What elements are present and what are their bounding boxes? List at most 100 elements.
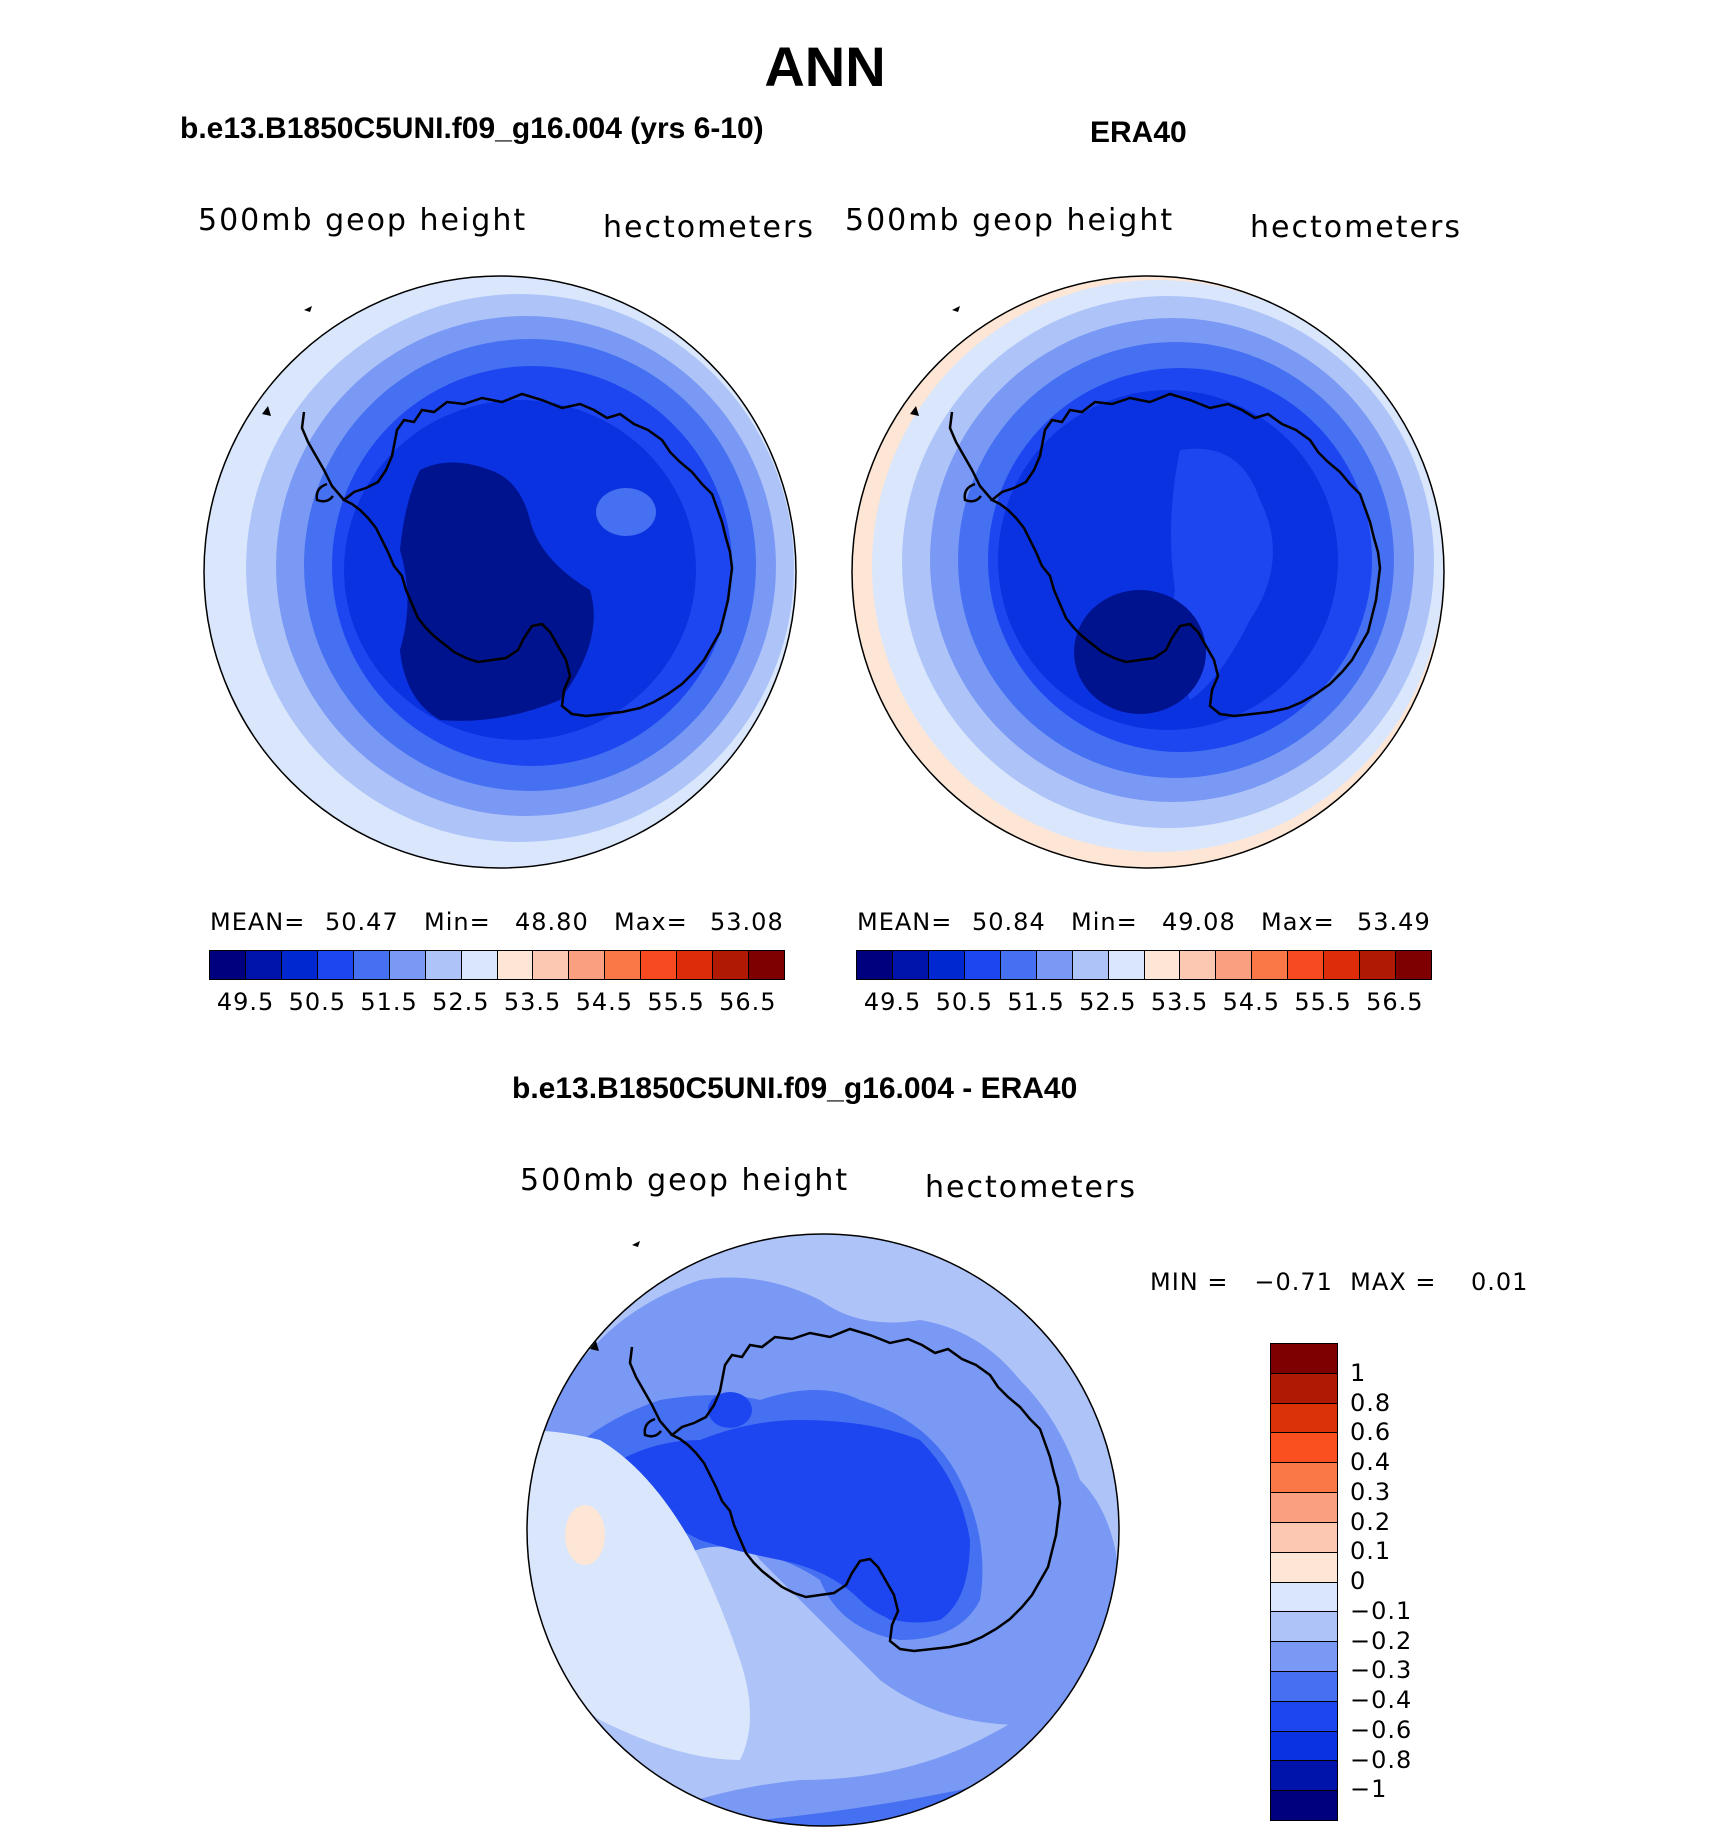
colorbar-swatch [641,951,678,979]
left-units-label: hectometers [603,210,815,245]
colorbar-swatch [605,951,642,979]
colorbar-swatch [1271,1701,1337,1732]
colorbar-swatch [317,951,354,979]
colorbar-tick-label: 55.5 [1294,988,1352,1016]
colorbar-tick-label: 56.5 [1366,988,1424,1016]
colorbar-tick-label: 0 [1350,1567,1367,1595]
diff-minmax: MIN = −0.71 MAX = 0.01 [1150,1268,1529,1296]
colorbar-tick-label: −1 [1350,1775,1388,1804]
colorbar-tick-label: 0.1 [1350,1537,1392,1566]
colorbar-tick-label: 49.5 [863,988,922,1016]
colorbar-swatch [1271,1403,1337,1434]
map-right-border [851,275,1445,869]
colorbar-tick-label: −0.1 [1350,1596,1413,1625]
colorbar-swatch [1072,951,1109,979]
left-variable-label: 500mb geop height [198,203,528,238]
colorbar-tick-label: 50.5 [288,988,347,1016]
right-subtitle: ERA40 [1090,116,1187,149]
colorbar-tick-label: 1 [1350,1358,1367,1387]
left-min-label: Min= [424,908,491,936]
colorbar-swatch [1271,1373,1337,1404]
colorbar-swatch [425,951,462,979]
colorbar-tick-label: −0.6 [1350,1715,1413,1744]
colorbar-swatch [1271,1761,1337,1792]
colorbar-swatch [892,951,929,979]
colorbar-tick-label: 52.5 [1079,988,1137,1016]
left-max-value: 53.08 [710,908,784,936]
map-left-border [203,275,797,869]
colorbar-tick-label: 0.4 [1350,1448,1392,1476]
colorbar-swatch [1360,951,1397,979]
right-min-value: 49.08 [1162,908,1236,936]
colorbar-swatch [1144,951,1181,979]
colorbar-tick-label: 53.5 [503,988,562,1016]
left-subtitle: b.e13.B1850C5UNI.f09_g16.004 (yrs 6-10) [180,112,764,145]
colorbar-swatch [1271,1582,1337,1613]
colorbar-tick-label: 56.5 [719,988,777,1016]
colorbar-swatch [1324,951,1361,979]
colorbar-swatch [1271,1433,1337,1464]
colorbar-swatch [1396,951,1431,979]
colorbar-tick-label: 50.5 [935,988,994,1016]
left-mean-value: 50.47 [325,908,399,936]
left-min-value: 48.80 [515,908,589,936]
right-variable-label: 500mb geop height [845,203,1175,238]
colorbar-swatch [1271,1731,1337,1762]
colorbar-swatch [1288,951,1325,979]
colorbar-tick-label: −0.2 [1350,1626,1413,1655]
colorbar-swatch [1271,1344,1337,1374]
colorbar-tick-label: 51.5 [1007,988,1065,1016]
colorbar-swatch [461,951,498,979]
colorbar-tick-label: 0.6 [1350,1418,1392,1447]
colorbar-tick-label: −0.3 [1350,1656,1413,1685]
colorbar-swatch [1271,1522,1337,1553]
colorbar-tick-label: −0.4 [1350,1686,1413,1714]
colorbar-tick-label: 54.5 [1222,988,1281,1016]
colorbar-swatch [1000,951,1037,979]
colorbar-swatch [497,951,534,979]
colorbar-swatch [1271,1671,1337,1702]
colorbar-swatch [389,951,426,979]
map-right [852,276,1444,868]
colorbar-swatch [210,951,246,979]
colorbar-tick-label: 0.8 [1350,1388,1392,1417]
colorbar-swatch [1271,1791,1337,1820]
colorbar-tick-label: 0.2 [1350,1507,1392,1536]
colorbar-swatch [569,951,606,979]
colorbar-swatch [749,951,784,979]
colorbar-swatch [245,951,282,979]
map-diff-border [526,1233,1120,1827]
colorbar-swatch [1252,951,1289,979]
right-max-label: Max= [1261,908,1335,936]
colorbar-swatch [857,951,893,979]
diff-variable-label: 500mb geop height [520,1163,850,1198]
colorbar-tick-label: 55.5 [647,988,705,1016]
colorbar-swatch [1271,1493,1337,1523]
colorbar-swatch [1271,1552,1337,1583]
colorbar-swatch [533,951,570,979]
colorbar-swatch [677,951,714,979]
right-units-label: hectometers [1250,210,1462,245]
colorbar-tick-label: 51.5 [360,988,418,1016]
colorbar-swatch [1216,951,1253,979]
diff-units-label: hectometers [925,1170,1137,1205]
left-colorbar [209,950,785,980]
left-max-label: Max= [614,908,688,936]
colorbar-swatch [1271,1642,1337,1672]
colorbar-swatch [1036,951,1073,979]
colorbar-swatch [1271,1463,1337,1494]
colorbar-tick-label: 52.5 [432,988,490,1016]
right-max-value: 53.49 [1357,908,1431,936]
page-title: ANN [764,35,886,98]
colorbar-tick-label: −0.8 [1350,1745,1413,1774]
colorbar-tick-label: 49.5 [216,988,275,1016]
colorbar-tick-label: 54.5 [575,988,634,1016]
left-mean-label: MEAN= [210,908,306,936]
right-mean-value: 50.84 [972,908,1046,936]
right-colorbar [856,950,1432,980]
right-min-label: Min= [1071,908,1138,936]
colorbar-swatch [1180,951,1217,979]
diff-colorbar [1270,1343,1338,1821]
right-mean-label: MEAN= [857,908,953,936]
